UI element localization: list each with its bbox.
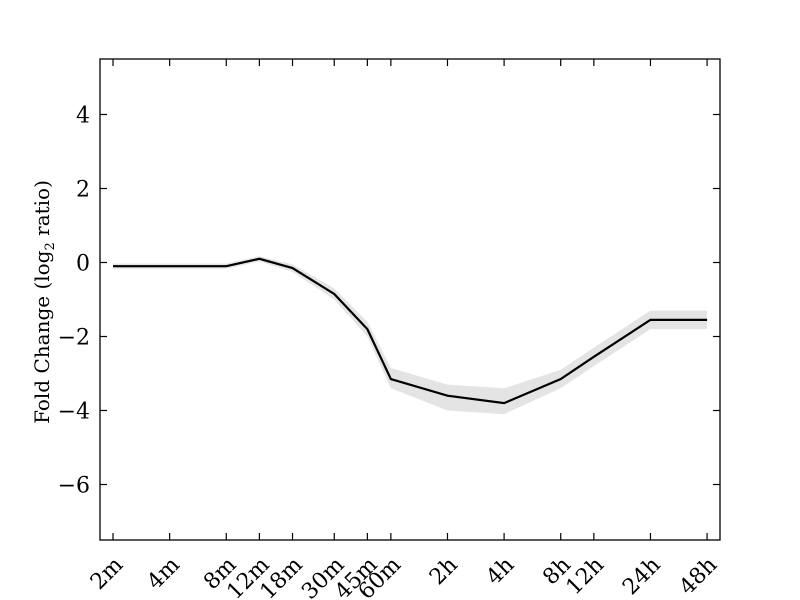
x-tick-label: 2h <box>425 553 463 591</box>
y-tick-label: −4 <box>58 400 90 425</box>
x-tick-label: 4m <box>143 552 185 594</box>
plot-border <box>99 58 721 541</box>
x-tick-label: 4h <box>482 553 520 591</box>
x-tick-label: 2m <box>86 552 128 594</box>
x-tick-label: 48h <box>675 553 722 600</box>
confidence-band <box>113 256 708 415</box>
y-tick-label: 2 <box>76 178 90 203</box>
x-tick-label: 24h <box>618 553 665 600</box>
y-tick-label: 4 <box>76 104 90 129</box>
series-line <box>113 257 708 405</box>
y-tick-label: 0 <box>76 252 90 277</box>
x-tick-label: 12h <box>562 553 609 600</box>
y-tick-label: −2 <box>58 326 90 351</box>
y-tick-label: −6 <box>58 474 90 499</box>
